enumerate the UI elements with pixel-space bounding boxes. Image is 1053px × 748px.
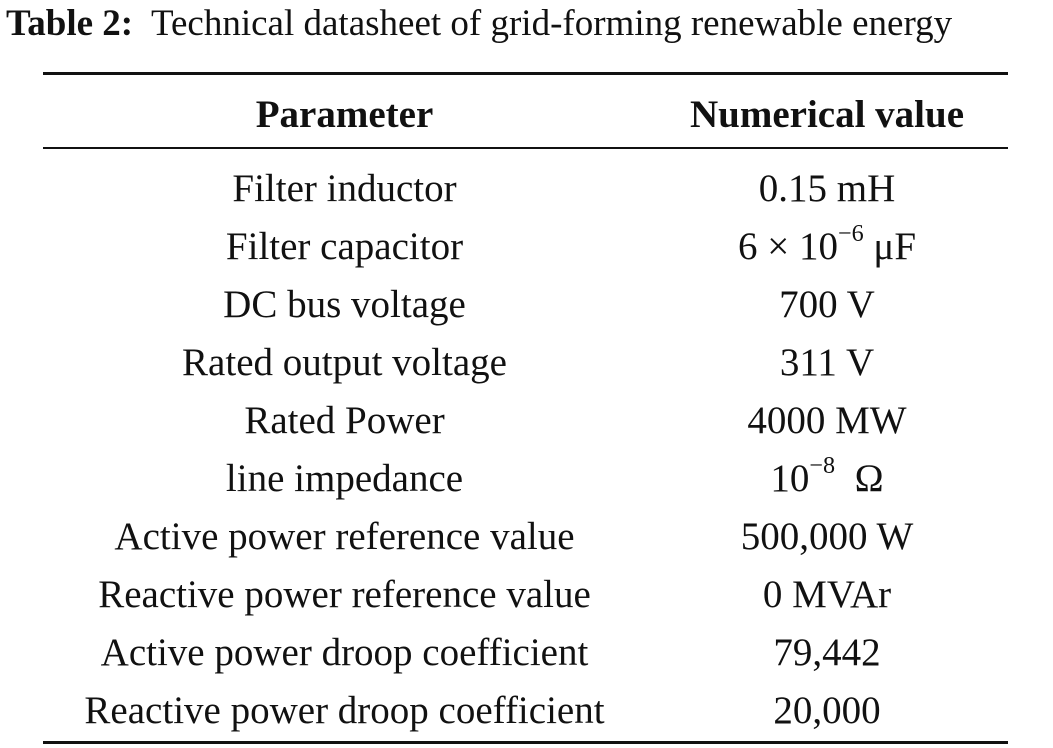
table-caption: Table 2: Technical datasheet of grid-for… [6,0,1053,48]
value-exponent: −8 [809,451,836,479]
value-base: 10 [770,456,810,500]
table-row: Reactive power reference value 0 MVAr [43,565,1008,623]
row-value: 79,442 [773,630,881,674]
row-value: 700 V [779,282,875,326]
table-top-rule [43,72,1008,75]
row-parameter: Reactive power reference value [98,572,591,616]
column-header-parameter: Parameter [255,92,434,136]
table-row: Active power reference value 500,000 W [43,507,1008,565]
row-parameter: DC bus voltage [223,282,466,326]
row-parameter: Filter inductor [232,166,457,210]
row-value: 0.15 mH [758,166,896,210]
table-row: Filter inductor 0.15 mH [43,159,1008,217]
table-row: Filter capacitor 6 × 10−6 μF [43,217,1008,275]
row-value: 0 MVAr [762,572,892,616]
row-parameter: Rated Power [244,398,445,442]
row-value: 10−8 Ω [646,453,1008,501]
table-row: line impedance 10−8 Ω [43,449,1008,507]
table-row: Rated output voltage 311 V [43,333,1008,391]
row-value: 20,000 [773,688,881,732]
table-row: Active power droop coefficient 79,442 [43,623,1008,681]
row-value: 311 V [779,340,875,384]
table-row: DC bus voltage 700 V [43,275,1008,333]
row-parameter: Rated output voltage [182,340,507,384]
table-header-rule [43,147,1008,149]
row-value: 500,000 W [740,514,914,558]
value-unit: μF [863,224,917,268]
row-value: 4000 MW [747,398,907,442]
row-parameter: Active power reference value [114,514,575,558]
row-parameter: Reactive power droop coefficient [84,688,605,732]
table-header-row: Parameter Numerical value [43,84,1008,144]
table-row: Reactive power droop coefficient 20,000 [43,681,1008,739]
table-bottom-rule [43,741,1008,744]
value-exponent: −6 [837,219,864,247]
table-caption-label: Table 2: [6,3,134,44]
table-caption-text: Technical datasheet of grid-forming rene… [150,3,953,44]
value-unit: Ω [835,456,884,500]
row-value: 6 × 10−6 μF [646,221,1008,269]
column-header-value: Numerical value [689,92,965,136]
row-parameter: Filter capacitor [225,224,464,268]
value-base: 6 × 10 [737,224,838,268]
table-row: Rated Power 4000 MW [43,391,1008,449]
row-parameter: Active power droop coefficient [100,630,589,674]
row-parameter: line impedance [225,456,464,500]
